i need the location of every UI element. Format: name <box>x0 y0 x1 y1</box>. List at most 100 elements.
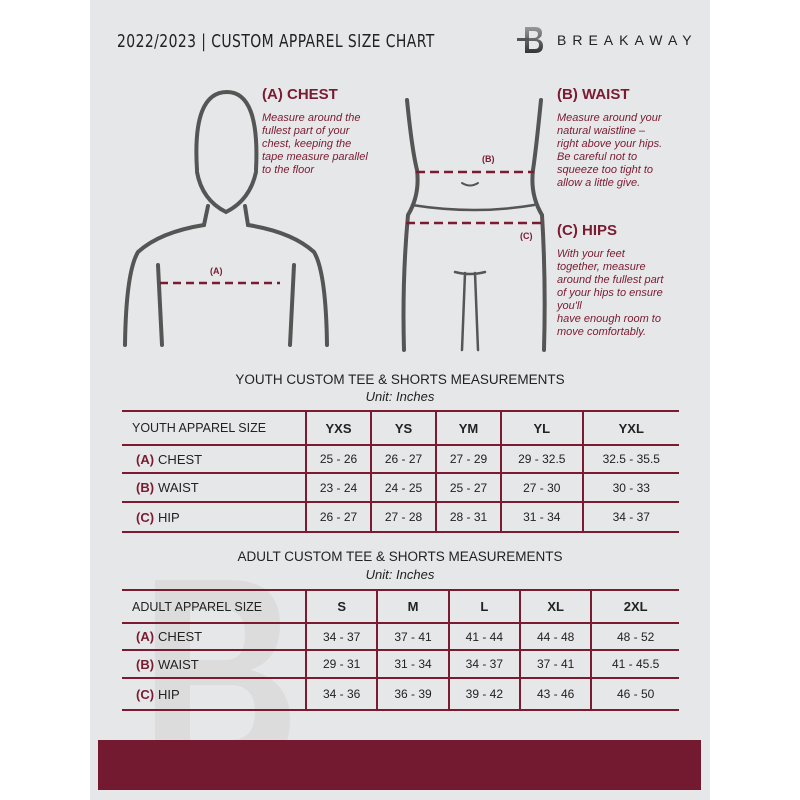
hip-marker: (C) <box>520 231 533 241</box>
youth-size-table: YOUTH APPAREL SIZE YXS YS YM YL YXL (A) CHEST 25… <box>122 410 679 533</box>
description-line: natural waistline – <box>557 125 646 137</box>
waist-heading: (B) WAIST <box>557 86 630 103</box>
description-line: chest, keeping the <box>262 138 352 150</box>
table-row: (A) CHEST 25 - 26 26 - 27 27 - 29 29 - 32.5 32… <box>122 444 679 474</box>
measurement-label: (A) CHEST <box>122 622 306 651</box>
measurement-tag: (C) <box>136 509 155 525</box>
measurement-label: (C) HIP <box>122 501 306 533</box>
measurement-tag: (B) <box>136 480 155 495</box>
table-row: (C) HIP 34 - 36 36 - 39 39 - 42 43 - 46 46 - 5… <box>122 677 679 711</box>
measurement-value: 31 - 34 <box>376 649 449 679</box>
measurement-value: 25 - 27 <box>435 472 501 503</box>
description-line: squeeze too tight to <box>557 164 654 176</box>
youth-table-title: YOUTH CUSTOM TEE & SHORTS MEASUREMENTS <box>235 372 565 387</box>
measurement-value: 48 - 52 <box>590 622 679 651</box>
table-header-row: ADULT APPAREL SIZE S M L XL 2XL <box>122 589 679 624</box>
description-line: right above your hips. <box>557 138 663 150</box>
measurement-name: WAIST <box>158 656 199 672</box>
description-line: together, measure <box>557 261 646 273</box>
measurement-tag: (A) <box>136 629 155 644</box>
upper-body-outline <box>123 89 329 347</box>
measurement-value: 26 - 27 <box>370 444 436 474</box>
measurement-value: 41 - 44 <box>447 622 520 651</box>
measurement-label: (B) WAIST <box>122 649 306 679</box>
measurement-value: 26 - 27 <box>305 501 371 533</box>
waist-marker: (B) <box>482 154 495 164</box>
chest-marker: (A) <box>210 266 223 276</box>
size-column-header: YM <box>435 410 501 446</box>
size-column-header: YL <box>500 410 583 446</box>
measurement-name: HIP <box>158 686 180 702</box>
description-line: fullest part of your <box>262 125 350 137</box>
chest-description: Measure around the fullest part of your ch… <box>262 112 402 177</box>
description-line: Measure around your <box>557 112 662 124</box>
measurement-value: 39 - 42 <box>447 677 520 711</box>
measurement-value: 34 - 37 <box>447 649 520 679</box>
measurement-label: (A) CHEST <box>122 444 306 474</box>
measurement-tag: (A) <box>136 451 155 467</box>
body-measurement-figures <box>123 89 547 352</box>
page-title: 2022/2023 | CUSTOM APPAREL SIZE CHART <box>117 31 435 52</box>
measurement-name: WAIST <box>158 480 199 495</box>
description-line: Be careful not to <box>557 151 638 163</box>
measurement-name: CHEST <box>158 629 203 644</box>
footer-band <box>98 740 701 790</box>
table-row: (A) CHEST 34 - 37 37 - 41 41 - 44 44 - 48 48 -… <box>122 622 679 651</box>
measurement-value: 41 - 45.5 <box>590 649 679 679</box>
measurement-value: 31 - 34 <box>500 501 583 533</box>
measurement-name: HIP <box>158 509 180 525</box>
measurement-value: 34 - 36 <box>304 677 378 711</box>
measurement-value: 46 - 50 <box>590 677 679 711</box>
measurement-value: 23 - 24 <box>305 472 371 503</box>
size-label-header: YOUTH APPAREL SIZE <box>122 410 306 446</box>
size-column-header: YXL <box>581 410 679 446</box>
description-line: tape measure parallel <box>262 151 368 163</box>
size-column-header: S <box>304 589 378 624</box>
description-line: With your feet <box>557 248 625 260</box>
brand-logo: BREAKAWAY <box>515 24 698 56</box>
size-column-header: L <box>447 589 520 624</box>
measurement-value: 36 - 39 <box>376 677 449 711</box>
measurement-value: 32.5 - 35.5 <box>581 444 679 474</box>
table-row: (B) WAIST 23 - 24 24 - 25 25 - 27 27 - 30 30 -… <box>122 472 679 503</box>
measurement-value: 27 - 30 <box>500 472 583 503</box>
size-column-header: M <box>376 589 449 624</box>
chest-heading: (A) CHEST <box>262 86 338 103</box>
youth-table-unit: Unit: Inches <box>365 389 435 404</box>
measurement-value: 44 - 48 <box>518 622 592 651</box>
description-line: to the floor <box>262 164 314 176</box>
size-column-header: YS <box>370 410 436 446</box>
measurement-value: 43 - 46 <box>518 677 592 711</box>
size-column-header: YXS <box>305 410 371 446</box>
adult-table-title: ADULT CUSTOM TEE & SHORTS MEASUREMENTS <box>237 549 563 564</box>
measurement-name: CHEST <box>158 451 203 467</box>
waist-description: Measure around your natural waistline – ri… <box>557 112 697 190</box>
hips-description: With your feet together, measure around th… <box>557 248 697 339</box>
size-label-header: ADULT APPAREL SIZE <box>122 589 306 624</box>
measurement-value: 34 - 37 <box>304 622 378 651</box>
hips-heading: (C) HIPS <box>557 222 617 239</box>
measurement-value: 27 - 29 <box>435 444 501 474</box>
size-column-header: 2XL <box>590 589 679 624</box>
lower-body-outline <box>401 98 547 352</box>
measurement-value: 29 - 31 <box>304 649 378 679</box>
description-line: around the fullest part <box>557 274 664 286</box>
measurement-value: 37 - 41 <box>518 649 592 679</box>
description-line: of your hips to ensure <box>557 287 663 299</box>
description-line: allow a little give. <box>557 177 641 189</box>
measurement-value: 27 - 28 <box>370 501 436 533</box>
measurement-label: (C) HIP <box>122 677 306 711</box>
measurement-value: 24 - 25 <box>370 472 436 503</box>
size-chart-page: 2022/2023 | CUSTOM APPAREL SIZE CHART BR… <box>90 0 710 800</box>
adult-table-unit: Unit: Inches <box>365 567 435 582</box>
measurement-tag: (C) <box>136 686 155 702</box>
measurement-value: 29 - 32.5 <box>500 444 583 474</box>
measurement-value: 30 - 33 <box>581 472 679 503</box>
table-header-row: YOUTH APPAREL SIZE YXS YS YM YL YXL <box>122 410 679 446</box>
description-line: have enough room to <box>557 313 661 325</box>
table-row: (C) HIP 26 - 27 27 - 28 28 - 31 31 - 34 34 - 3… <box>122 501 679 533</box>
breakaway-b-logo-icon <box>517 27 543 53</box>
brand-name: BREAKAWAY <box>557 32 698 48</box>
size-column-header: XL <box>518 589 592 624</box>
adult-size-table: ADULT APPAREL SIZE S M L XL 2XL (A) CHEST 34 - 3… <box>122 589 679 711</box>
